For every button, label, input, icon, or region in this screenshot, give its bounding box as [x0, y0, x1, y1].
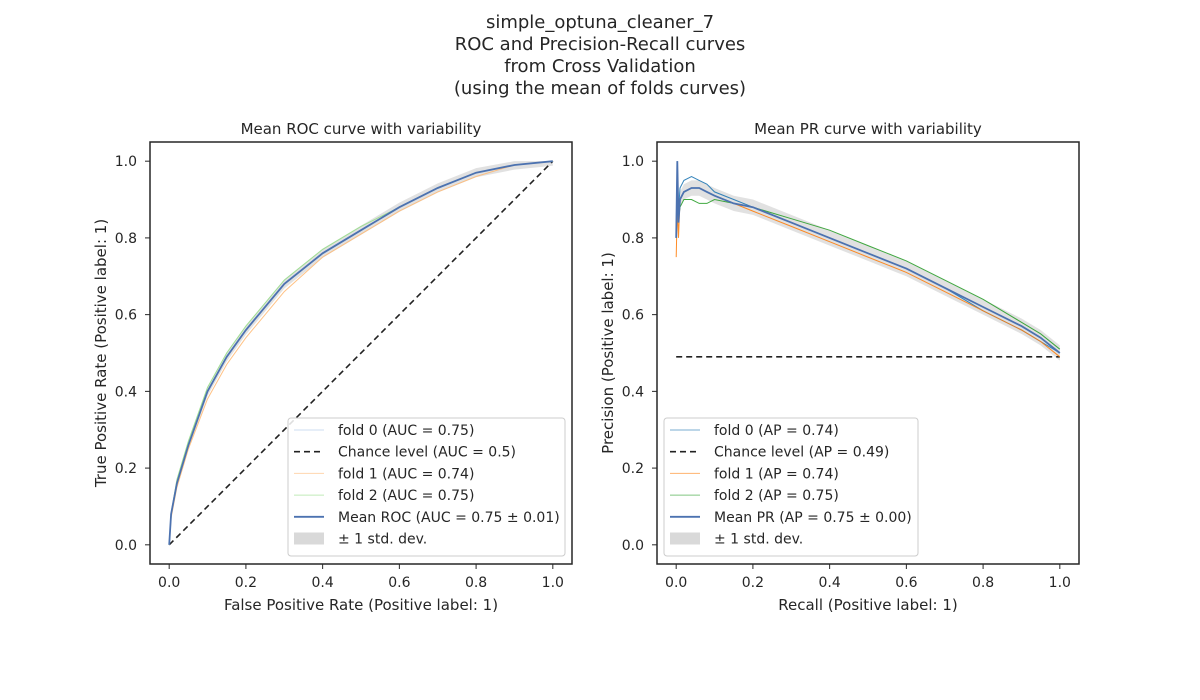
y-tick-label: 0.8 [115, 231, 137, 247]
legend-label: Chance level (AP = 0.49) [714, 445, 889, 461]
y-tick-label: 0.4 [622, 384, 644, 400]
legend-label: fold 2 (AP = 0.75) [714, 488, 839, 504]
mean-curve [675, 161, 1061, 354]
pr-title: Mean PR curve with variability [754, 120, 982, 138]
roc-panel: Mean ROC curve with variability 0.0 0.2 0.… [92, 120, 573, 614]
y-tick-label: 0.4 [115, 384, 137, 400]
fold1-curve [168, 160, 553, 545]
pr-ticks: 0.0 0.2 0.4 0.6 0.8 1.0 0.0 0.2 0.4 0.6 0.8 1.0 [622, 154, 1071, 591]
x-tick-label: 1.0 [542, 575, 564, 591]
pr-legend: fold 0 (AP = 0.74) Chance level (AP = 0.4… [663, 417, 919, 557]
legend-label: fold 1 (AUC = 0.74) [338, 466, 474, 482]
roc-ylabel: True Positive Rate (Positive label: 1) [92, 219, 110, 488]
legend-label: Chance level (AUC = 0.5) [338, 445, 516, 461]
pr-panel: Mean PR curve with variability 0.0 0.2 0.4… [599, 120, 1080, 614]
x-tick-label: 0.4 [312, 575, 334, 591]
pr-band [676, 161, 1060, 361]
pr-axes-frame [656, 141, 1080, 565]
y-tick-label: 0.0 [115, 538, 137, 554]
legend-label: ± 1 std. dev. [338, 532, 427, 548]
figure-title: simple_optuna_cleaner_7 ROC and Precisio… [454, 12, 746, 99]
x-tick-label: 0.0 [158, 575, 180, 591]
roc-legend: fold 0 (AUC = 0.75) Chance level (AUC = 0… [287, 417, 566, 557]
fold0-curve [675, 161, 1061, 354]
mean-curve [168, 160, 553, 545]
x-tick-label: 0.6 [388, 575, 410, 591]
legend-label: Mean ROC (AUC = 0.75 ± 0.01) [338, 510, 560, 526]
legend-label: fold 2 (AUC = 0.75) [338, 488, 474, 504]
x-tick-label: 0.0 [665, 575, 687, 591]
legend-label: fold 0 (AP = 0.74) [714, 423, 839, 439]
legend-box [663, 417, 919, 557]
pr-curves [675, 161, 1061, 358]
figure-title-line-2: ROC and Precision-Recall curves [455, 34, 746, 55]
y-tick-label: 0.6 [115, 308, 137, 324]
legend-label: ± 1 std. dev. [714, 532, 803, 548]
y-tick-label: 0.0 [622, 538, 644, 554]
legend-box [287, 417, 566, 557]
x-tick-label: 0.6 [895, 575, 917, 591]
x-tick-label: 0.2 [235, 575, 257, 591]
x-tick-label: 0.8 [465, 575, 487, 591]
roc-xlabel: False Positive Rate (Positive label: 1) [224, 596, 498, 614]
legend-label: fold 0 (AUC = 0.75) [338, 423, 474, 439]
y-tick-label: 1.0 [622, 154, 644, 170]
roc-axes-frame [149, 141, 573, 565]
pr-xlabel: Recall (Positive label: 1) [778, 596, 957, 614]
y-tick-label: 0.6 [622, 308, 644, 324]
figure-title-line-4: (using the mean of folds curves) [454, 78, 746, 99]
fold1-curve [675, 187, 1061, 358]
roc-ticks: 0.0 0.2 0.4 0.6 0.8 1.0 0.0 0.2 0.4 0.6 0.8 1.0 [115, 154, 564, 591]
y-tick-label: 0.2 [115, 461, 137, 477]
roc-title: Mean ROC curve with variability [241, 120, 482, 138]
legend-label: Mean PR (AP = 0.75 ± 0.00) [714, 510, 912, 526]
x-tick-label: 0.8 [972, 575, 994, 591]
legend-swatch-band [294, 532, 324, 545]
x-tick-label: 0.2 [742, 575, 764, 591]
pr-ylabel: Precision (Positive label: 1) [599, 252, 617, 454]
y-tick-label: 0.2 [622, 461, 644, 477]
chance-level-line [168, 160, 554, 546]
roc-curves [168, 160, 554, 546]
figure-title-line-3: from Cross Validation [504, 56, 696, 77]
x-tick-label: 1.0 [1049, 575, 1071, 591]
legend-swatch-band [670, 532, 700, 545]
std-dev-band [676, 161, 1060, 361]
legend-label: fold 1 (AP = 0.74) [714, 466, 839, 482]
figure-title-line-1: simple_optuna_cleaner_7 [486, 12, 714, 33]
y-tick-label: 1.0 [115, 154, 137, 170]
x-tick-label: 0.4 [819, 575, 841, 591]
y-tick-label: 0.8 [622, 231, 644, 247]
